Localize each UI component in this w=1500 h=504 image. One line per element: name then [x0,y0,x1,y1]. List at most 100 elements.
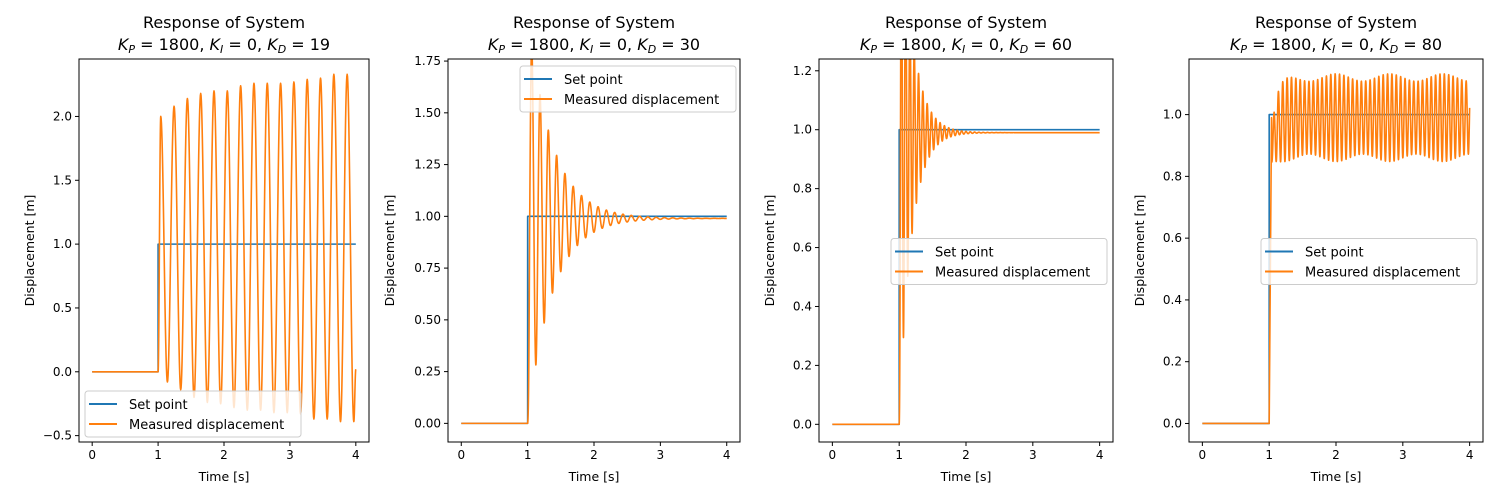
series-measured-displacement-line [461,59,728,425]
legend-box [519,65,737,113]
y-tick-label: 0.25 [414,365,441,379]
x-axis-label: Time [s] [1310,469,1362,484]
y-axis-label: Displacement [m] [382,195,397,307]
chart-panel-1: Response of System KP = 1800, KI = 0, KD … [22,13,370,484]
chart-title: Response of System [885,13,1047,32]
y-tick-label: 1.2 [793,64,812,78]
x-tick-label: 3 [1399,448,1407,462]
gain-symbol: K [118,35,130,54]
x-tick-label: 2 [590,448,598,462]
x-tick-label: 2 [962,448,970,462]
gain-value: = 0, [1335,35,1379,54]
y-tick-label: 1.0 [1163,108,1182,122]
x-tick-label: 3 [1029,448,1037,462]
y-tick-label: 0.50 [414,313,441,327]
y-tick-label: 1.75 [414,54,441,68]
gain-symbol: K [267,35,279,54]
gain-subscript: I [220,43,223,56]
legend-label-measured: Measured displacement [564,93,719,108]
legend: Set point Measured displacement [890,238,1108,285]
plot-area [92,73,357,423]
y-tick-label: 0.4 [1163,293,1182,307]
gain-symbol: K [952,35,964,54]
chart-title: Response of System [1255,13,1417,32]
y-tick-label: 0.0 [793,417,812,431]
gain-subscript: P [128,43,135,56]
gain-symbol: K [210,35,222,54]
gain-subscript: D [648,43,656,56]
gain-subscript: D [278,43,286,56]
x-tick-label: 4 [352,448,360,462]
chart-title: Response of System [513,13,675,32]
y-tick-label: 1.25 [414,158,441,172]
gain-symbol: K [1009,35,1021,54]
y-tick-label: 0.75 [414,261,441,275]
x-tick-label: 3 [286,448,294,462]
y-tick-label: 0.0 [1163,416,1182,430]
legend-label-measured: Measured displacement [1305,266,1460,281]
y-tick-label: 0.6 [793,241,812,255]
gain-subscript: I [962,43,965,56]
gain-value: = 1800, [877,35,951,54]
y-tick-label: 0.8 [1163,169,1182,183]
chart-subtitle: KP = 1800, KI = 0, KD = 19 [118,35,330,56]
gain-symbol: K [1322,35,1334,54]
legend: Set point Measured displacement [519,65,737,113]
x-axis-label: Time [s] [198,469,250,484]
y-tick-label: 1.00 [414,209,441,223]
gain-subscript: D [1390,43,1398,56]
gain-symbol: K [488,35,500,54]
legend-label-set-point: Set point [564,73,623,88]
chart-subtitle: KP = 1800, KI = 0, KD = 30 [488,35,700,56]
series-measured-displacement-line [832,59,1101,426]
y-tick-label: −0.5 [43,429,72,443]
x-tick-label: 1 [1265,448,1273,462]
gain-symbol: K [860,35,872,54]
y-tick-label: 0.4 [793,299,812,313]
legend-box [890,238,1108,285]
y-tick-label: 2.0 [53,109,72,123]
gain-value: = 1800, [135,35,209,54]
x-tick-label: 1 [154,448,162,462]
gain-symbol: K [1230,35,1242,54]
y-tick-label: 0.5 [53,301,72,315]
x-tick-label: 0 [457,448,465,462]
y-tick-label: 0.2 [1163,355,1182,369]
x-tick-label: 3 [657,448,665,462]
x-tick-label: 0 [829,448,837,462]
x-axis-label: Time [s] [940,469,992,484]
y-axis-label: Displacement [m] [22,195,37,307]
x-tick-label: 4 [723,448,731,462]
gain-subscript: I [1332,43,1335,56]
gain-value: = 1800, [1247,35,1321,54]
gain-value: = 0, [593,35,637,54]
y-tick-label: 1.50 [414,106,441,120]
legend-label-set-point: Set point [129,398,188,413]
y-tick-label: 1.5 [53,173,72,187]
chart-subtitle: KP = 1800, KI = 0, KD = 80 [1230,35,1442,56]
gain-value: = 1800, [505,35,579,54]
gain-symbol: K [580,35,592,54]
gain-subscript: P [870,43,877,56]
gain-value: = 30 [656,35,700,54]
x-tick-label: 4 [1096,448,1104,462]
x-tick-label: 1 [895,448,903,462]
gain-subscript: I [590,43,593,56]
y-tick-label: 0.0 [53,365,72,379]
plot-area [461,59,728,425]
gain-subscript: D [1020,43,1028,56]
y-tick-label: 1.0 [53,237,72,251]
series-measured-displacement-line [1202,73,1471,425]
gain-subscript: P [498,43,505,56]
y-tick-label: 0.6 [1163,231,1182,245]
series-measured-displacement-line [92,73,357,423]
chart-title: Response of System [143,13,305,32]
legend-label-set-point: Set point [1305,246,1364,261]
x-tick-label: 0 [88,448,96,462]
gain-symbol: K [637,35,649,54]
chart-panel-2: Response of System KP = 1800, KI = 0, KD … [382,13,741,484]
chart-panel-4: Response of System KP = 1800, KI = 0, KD … [1132,13,1484,484]
legend-box [1260,238,1478,285]
y-tick-label: 0.8 [793,182,812,196]
